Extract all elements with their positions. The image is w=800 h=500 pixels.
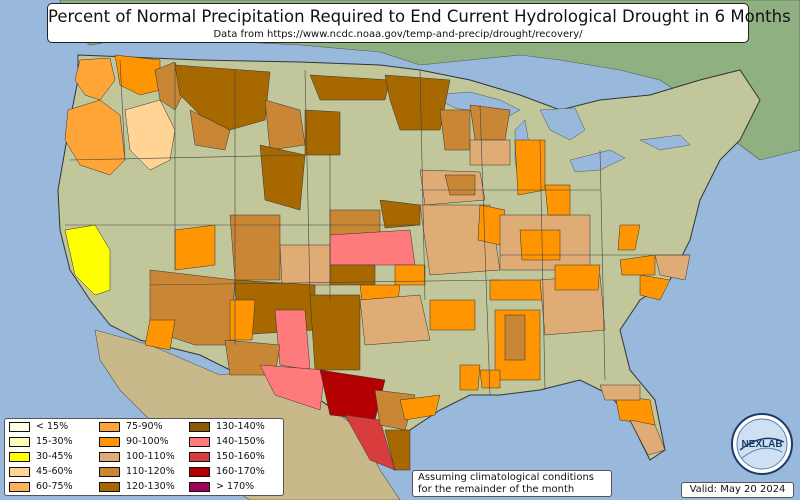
legend-item: 150-160% (189, 451, 265, 463)
legend-item: 130-140% (189, 421, 265, 433)
legend-item: 120-130% (99, 481, 175, 493)
mexico-land (94, 329, 401, 500)
legend-swatch (99, 437, 120, 447)
legend-label: 15-30% (36, 436, 73, 447)
drought-regions (64, 54, 691, 471)
legend-label: > 170% (216, 481, 255, 492)
legend-item: 75-90% (99, 421, 163, 433)
legend-swatch (99, 482, 120, 492)
legend-label: 140-150% (216, 436, 265, 447)
note-box: Assuming climatological conditions for t… (412, 470, 612, 497)
legend-swatch (189, 452, 210, 462)
legend-label: 30-45% (36, 451, 73, 462)
map-title: Percent of Normal Precipitation Required… (48, 7, 791, 26)
legend-swatch (9, 452, 30, 462)
legend: < 15% 15-30% 30-45% 45-60% 60-75% 75-90% 90-10… (4, 418, 284, 496)
legend-label: 60-75% (36, 481, 73, 492)
note-line-2: for the remainder of the month (418, 484, 575, 495)
note-line-1: Assuming climatological conditions (418, 472, 594, 483)
map-subtitle: Data from https://www.ncdc.noaa.gov/temp… (213, 29, 583, 40)
legend-item: 90-100% (99, 436, 169, 448)
legend-label: 110-120% (126, 466, 175, 477)
nexlab-logo: NEXLAB (731, 413, 793, 475)
legend-label: 150-160% (216, 451, 265, 462)
legend-label: 120-130% (126, 481, 175, 492)
legend-swatch (9, 437, 30, 447)
logo-text: NEXLAB (741, 439, 782, 450)
legend-swatch (189, 422, 210, 432)
legend-label: < 15% (36, 421, 69, 432)
legend-item: 45-60% (9, 466, 73, 478)
legend-item: 110-120% (99, 466, 175, 478)
legend-item: < 15% (9, 421, 68, 433)
legend-label: 130-140% (216, 421, 265, 432)
legend-swatch (9, 422, 30, 432)
legend-swatch (189, 482, 210, 492)
legend-item: 15-30% (9, 436, 73, 448)
legend-item: 30-45% (9, 451, 73, 463)
legend-item: 140-150% (189, 436, 265, 448)
legend-label: 75-90% (126, 421, 163, 432)
legend-item: 60-75% (9, 481, 73, 493)
legend-swatch (9, 482, 30, 492)
legend-label: 45-60% (36, 466, 73, 477)
legend-swatch (99, 422, 120, 432)
valid-date: Valid: May 20 2024 (681, 482, 794, 498)
legend-item: 100-110% (99, 451, 175, 463)
title-box: Percent of Normal Precipitation Required… (47, 3, 791, 43)
state-borders (65, 59, 690, 396)
legend-item: 160-170% (189, 466, 265, 478)
legend-swatch (189, 467, 210, 477)
legend-swatch (189, 437, 210, 447)
legend-label: 90-100% (126, 436, 169, 447)
legend-swatch (99, 467, 120, 477)
legend-label: 160-170% (216, 466, 265, 477)
legend-item: > 170% (189, 481, 254, 493)
legend-label: 100-110% (126, 451, 175, 462)
legend-swatch (9, 467, 30, 477)
legend-swatch (99, 452, 120, 462)
